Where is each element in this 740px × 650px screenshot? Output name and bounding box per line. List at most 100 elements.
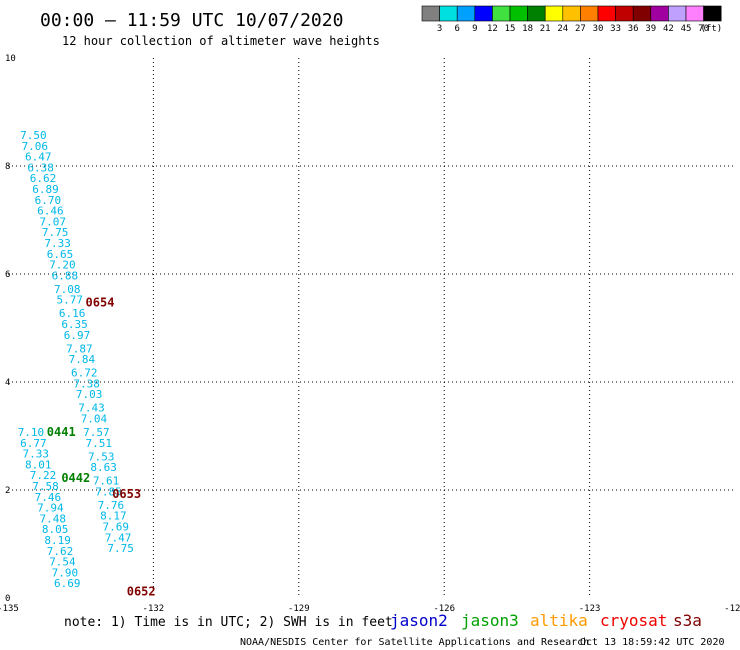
legend-swatch xyxy=(632,5,652,22)
swh-value: 7.33 xyxy=(23,448,50,461)
x-tick-label: -123 xyxy=(579,604,601,614)
satellite-jason2: jason2 xyxy=(390,611,448,630)
swh-value: 7.03 xyxy=(76,388,103,401)
y-tick-label: 10 xyxy=(5,54,16,64)
swh-value: 7.10 xyxy=(18,426,45,439)
pass-time-label: 0652 xyxy=(127,584,156,598)
swh-value: 8.63 xyxy=(90,461,117,474)
footer-credit: NOAA/NESDIS Center for Satellite Applica… xyxy=(240,637,589,648)
x-tick-label: -132 xyxy=(143,604,165,614)
legend-tick-label: 39 xyxy=(645,24,656,34)
legend-swatch xyxy=(685,5,704,22)
legend-swatch xyxy=(668,5,687,22)
legend-tick-label: 36 xyxy=(628,24,639,34)
swh-value: 7.94 xyxy=(37,502,64,515)
pass-time-label: 0653 xyxy=(112,487,141,501)
swh-value: 6.46 xyxy=(37,205,64,218)
swh-value: 7.75 xyxy=(42,226,69,239)
swh-value: 7.48 xyxy=(40,512,67,525)
x-tick-label: -126 xyxy=(433,604,455,614)
swh-value: 7.22 xyxy=(30,469,56,482)
legend-swatch xyxy=(562,5,581,22)
legend-swatch xyxy=(650,5,669,22)
y-tick-label: 8 xyxy=(5,162,10,172)
y-tick-label: 0 xyxy=(5,594,10,604)
legend-tick-label: 3 xyxy=(437,24,442,34)
swh-value: 7.47 xyxy=(105,531,132,544)
swh-value: 7.04 xyxy=(81,413,108,426)
color-scale-legend: 3 6 9 12 15 18 21 24 27 30 33 36 39 42 45 70(ft) xyxy=(421,5,722,34)
satellite-legend: jason2 jason3 altika cryosat s3a xyxy=(390,611,702,630)
swh-value: 8.17 xyxy=(100,510,127,523)
x-tick-label: -120 xyxy=(724,604,740,614)
swh-value: 7.85 xyxy=(95,485,122,498)
swh-value: 6.62 xyxy=(30,172,56,185)
swh-value: 7.69 xyxy=(103,521,130,534)
swh-value: 6.72 xyxy=(71,367,98,380)
legend-swatch xyxy=(421,5,440,22)
swh-value: 7.84 xyxy=(69,353,96,366)
swh-value: 7.53 xyxy=(88,450,115,463)
legend-tick-label: 24 xyxy=(557,24,568,34)
swh-value: 6.65 xyxy=(47,248,73,261)
swh-value: 7.07 xyxy=(40,215,67,228)
swh-value: 8.05 xyxy=(42,523,69,536)
pass-time-label: 0441 xyxy=(47,425,76,439)
legend-swatch xyxy=(439,5,458,22)
satellite-cryosat: cryosat xyxy=(600,611,667,630)
swh-value: 7.46 xyxy=(35,491,62,504)
pass-time-label: 0442 xyxy=(61,471,90,485)
legend-tick-label: 6 xyxy=(454,24,459,34)
swh-value: 7.43 xyxy=(78,402,105,415)
swh-value: 7.58 xyxy=(32,480,59,493)
legend-tick-label: 18 xyxy=(522,24,533,34)
pass-time-labels: 0654 0441 0442 0653 0652 xyxy=(47,295,156,598)
satellite-altika: altika xyxy=(530,611,588,630)
legend-tick-label: 45 xyxy=(681,24,692,34)
legend-swatch xyxy=(527,5,546,22)
swh-value: 7.38 xyxy=(73,377,100,390)
legend-swatch xyxy=(456,5,476,22)
x-tick-label: -135 xyxy=(0,604,19,614)
swh-value: 6.88 xyxy=(52,269,78,282)
swh-value: 8.01 xyxy=(25,458,52,471)
swh-value: 7.20 xyxy=(49,259,76,272)
swh-value: 7.61 xyxy=(93,475,120,488)
y-tick-label: 4 xyxy=(5,378,10,388)
y-tick-label: 2 xyxy=(5,486,10,496)
footer-timestamp: Oct 13 18:59:42 UTC 2020 xyxy=(580,637,725,648)
swh-value: 7.08 xyxy=(54,283,81,296)
swh-value: 6.97 xyxy=(64,329,90,342)
swh-value: 7.75 xyxy=(107,542,133,555)
swh-value-labels: 7.507.066.476.386.626.896.706.467.077.75… xyxy=(18,129,134,590)
legend-swatch xyxy=(580,5,599,22)
legend-swatch xyxy=(492,5,511,22)
legend-tick-label: 27 xyxy=(575,24,586,34)
swh-value: 6.69 xyxy=(54,577,81,590)
swh-value: 7.50 xyxy=(20,129,47,142)
swh-value: 5.77 xyxy=(56,294,83,307)
swh-value: 6.77 xyxy=(20,437,47,450)
legend-tick-label: 15 xyxy=(505,24,516,34)
swh-value: 7.87 xyxy=(66,342,93,355)
chart-subtitle: 12 hour collection of altimeter wave hei… xyxy=(62,34,380,48)
legend-tick-label: 33 xyxy=(610,24,621,34)
swh-value: 6.70 xyxy=(35,194,62,207)
swh-value: 7.54 xyxy=(49,556,76,569)
legend-swatch xyxy=(509,5,528,22)
legend-swatch xyxy=(474,5,493,22)
swh-value: 7.57 xyxy=(83,426,110,439)
swh-value: 7.51 xyxy=(86,437,113,450)
y-tick-label: 6 xyxy=(5,270,10,280)
legend-tick-label: 70 xyxy=(698,24,709,34)
swh-value: 6.16 xyxy=(59,307,86,320)
x-tick-label: -129 xyxy=(288,604,310,614)
x-axis-ticks: -135 -132 -129 -126 -123 -120 xyxy=(0,604,740,614)
swh-value: 7.90 xyxy=(52,566,78,579)
legend-swatch xyxy=(703,5,722,22)
legend-swatch xyxy=(597,5,616,22)
swh-value: 7.62 xyxy=(47,545,73,558)
pass-time-label: 0654 xyxy=(86,295,115,309)
y-axis-ticks: 0 2 4 6 8 10 xyxy=(5,54,16,604)
